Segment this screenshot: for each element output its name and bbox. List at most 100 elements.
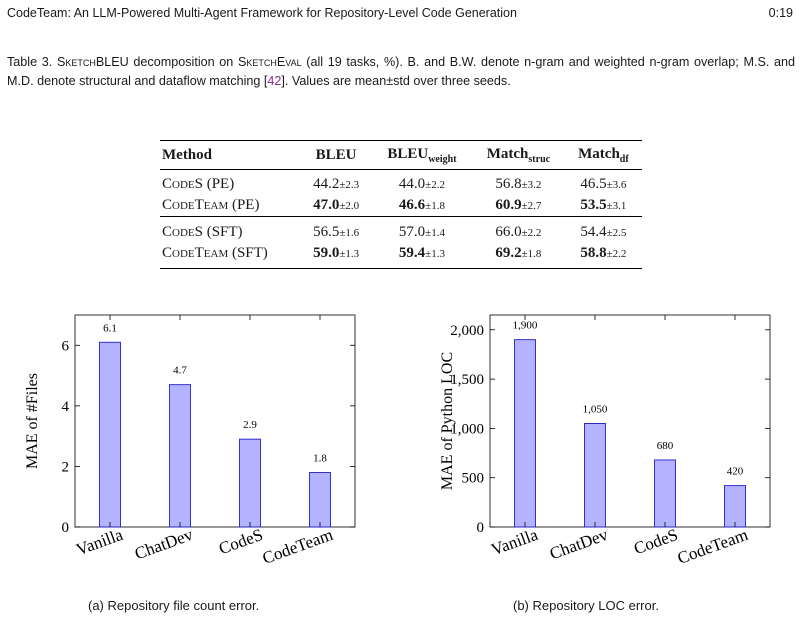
mean-value: 59.0 [313, 245, 340, 261]
table-row: CodeS (SFT) 56.5±1.6 57.0±1.4 66.0±2.2 54.4±… [160, 216, 642, 243]
citation-link[interactable]: 42 [267, 74, 282, 88]
table-row: CodeS (PE) 44.2±2.3 44.0±2.2 56.8±3.2 46.5±3… [160, 170, 642, 196]
table-caption: Table 3. SketchBLEU decomposition on Ske… [7, 53, 795, 91]
column-header-match-struc-text: Match [486, 145, 529, 162]
column-header-bleu-weight-sub: weight [428, 153, 457, 165]
std-value: ±1.8 [521, 248, 542, 260]
data-label: 6.1 [103, 322, 117, 334]
mean-value: 54.4 [580, 224, 607, 240]
std-value: ±1.8 [425, 200, 445, 212]
value-cell: 69.2±1.8 [471, 243, 565, 269]
mean-value: 60.9 [495, 197, 522, 213]
y-axis-label: MAE of #Files [24, 373, 41, 469]
column-header-match-df-sub: df [619, 153, 629, 165]
y-tick-label: 2,000 [450, 323, 484, 339]
column-header-match-df: Matchdf [564, 140, 642, 170]
caption-text-2: (all 19 tasks, %). B. and B.W. denote n-… [7, 55, 796, 88]
running-title: CodeTeam: An LLM-Powered Multi-Agent Fra… [7, 6, 517, 20]
chart-loc-error: 0 500 1,000 1,500 2,000 1,900 Vanilla 1,050 Chat… [439, 314, 771, 568]
x-tick-label: ChatDev [547, 525, 611, 564]
mean-value: 57.0 [398, 224, 426, 240]
column-header-bleu-weight: BLEUweight [371, 140, 472, 170]
std-value: ±3.1 [606, 200, 627, 212]
column-header-bleu: BLEU [300, 140, 372, 170]
std-value: ±1.6 [339, 227, 360, 239]
y-tick-label: 4 [62, 399, 70, 415]
bar [99, 341, 121, 528]
bar [654, 459, 676, 528]
running-header: CodeTeam: An LLM-Powered Multi-Agent Fra… [7, 6, 795, 24]
std-value: ±2.3 [339, 179, 360, 191]
x-tick-label: Vanilla [489, 525, 541, 559]
y-axis-label: MAE of Python LOC [439, 352, 456, 490]
x-tick-label: CodeTeam [260, 525, 335, 568]
value-cell: 56.8±3.2 [472, 170, 565, 196]
value-cell: 46.5±3.6 [565, 170, 642, 196]
std-value: ±2.2 [606, 248, 627, 260]
bar [584, 423, 606, 528]
subfigure-caption-a: (a) Repository file count error. [88, 598, 260, 613]
value-cell: 54.4±2.5 [564, 216, 642, 243]
y-tick-label: 2 [62, 459, 70, 475]
method-cell: CodeTeam (PE) [162, 197, 260, 213]
value-cell: 53.5±3.1 [565, 195, 642, 217]
bar [724, 485, 746, 528]
value-cell: 57.0±1.4 [371, 216, 472, 243]
axis-frame [74, 314, 356, 528]
std-value: ±3.2 [521, 179, 542, 191]
x-tick-label: CodeS [631, 525, 680, 558]
value-cell: 47.0±2.0 [300, 195, 372, 217]
caption-label: Table 3. [7, 55, 53, 69]
std-value: ±1.4 [425, 227, 445, 239]
std-value: ±2.0 [339, 200, 360, 212]
bar [309, 472, 331, 528]
value-cell: 56.5±1.6 [300, 216, 372, 243]
mean-value: 58.8 [580, 245, 607, 261]
value-cell: 46.6±1.8 [372, 195, 472, 217]
method-cell: CodeS (SFT) [160, 216, 301, 243]
caption-text-3: ]. Values are mean±std over three seeds. [281, 74, 511, 88]
y-tick-label: 500 [462, 471, 485, 487]
data-label: 1,050 [583, 403, 608, 415]
x-tick-label: Vanilla [74, 525, 126, 559]
mean-value: 53.5 [580, 197, 607, 213]
caption-metric-name: SketchBLEU [56, 55, 129, 69]
table-header-row: Method BLEU BLEUweight Matchstruc Matchd… [160, 140, 642, 170]
value-cell: 66.0±2.2 [471, 216, 565, 243]
y-tick-label: 0 [477, 520, 485, 536]
column-header-method: Method [160, 140, 301, 170]
column-header-match-struc: Matchstruc [471, 140, 565, 170]
mean-value: 44.0 [398, 176, 426, 192]
x-tick-label: ChatDev [132, 525, 196, 564]
data-label: 420 [727, 466, 744, 478]
data-label: 4.7 [173, 365, 187, 377]
caption-benchmark-name: SketchEval [237, 55, 302, 69]
bar [239, 438, 261, 528]
y-tick-label: 1,500 [450, 372, 484, 388]
chart-file-count-error: 0 2 4 6 6.1 Vanilla 4.7 ChatDev 2.9 CodeS 1.8 CodeT… [24, 314, 356, 568]
mean-value: 46.6 [398, 197, 426, 213]
bar [514, 339, 536, 528]
y-tick-label: 1,000 [450, 421, 484, 437]
mean-value: 47.0 [313, 197, 340, 213]
axis-frame [489, 314, 771, 528]
mean-value: 56.8 [495, 176, 522, 192]
std-value: ±3.6 [606, 179, 627, 191]
table-row: CodeTeam (PE) 47.0±2.0 46.6±1.8 60.9±2.7 53.… [160, 195, 642, 217]
bar [169, 384, 191, 528]
value-cell: 44.0±2.2 [372, 170, 472, 196]
column-header-match-struc-sub: struc [528, 153, 551, 165]
column-header-bleu-text: BLEU [315, 146, 357, 163]
table-row: CodeTeam (SFT) 59.0±1.3 59.4±1.3 69.2±1.8 58… [160, 243, 642, 269]
column-header-bleu-weight-text: BLEU [387, 145, 429, 162]
mean-value: 56.5 [313, 224, 340, 240]
mean-value: 46.5 [580, 176, 607, 192]
subfigure-caption-b: (b) Repository LOC error. [513, 598, 659, 613]
value-cell: 44.2±2.3 [300, 170, 372, 196]
data-label: 2.9 [243, 419, 257, 431]
x-tick-label: CodeTeam [675, 525, 750, 568]
data-label: 1,900 [513, 320, 538, 332]
y-tick-label: 0 [62, 520, 70, 536]
std-value: ±2.2 [425, 179, 445, 191]
mean-value: 59.4 [398, 245, 426, 261]
